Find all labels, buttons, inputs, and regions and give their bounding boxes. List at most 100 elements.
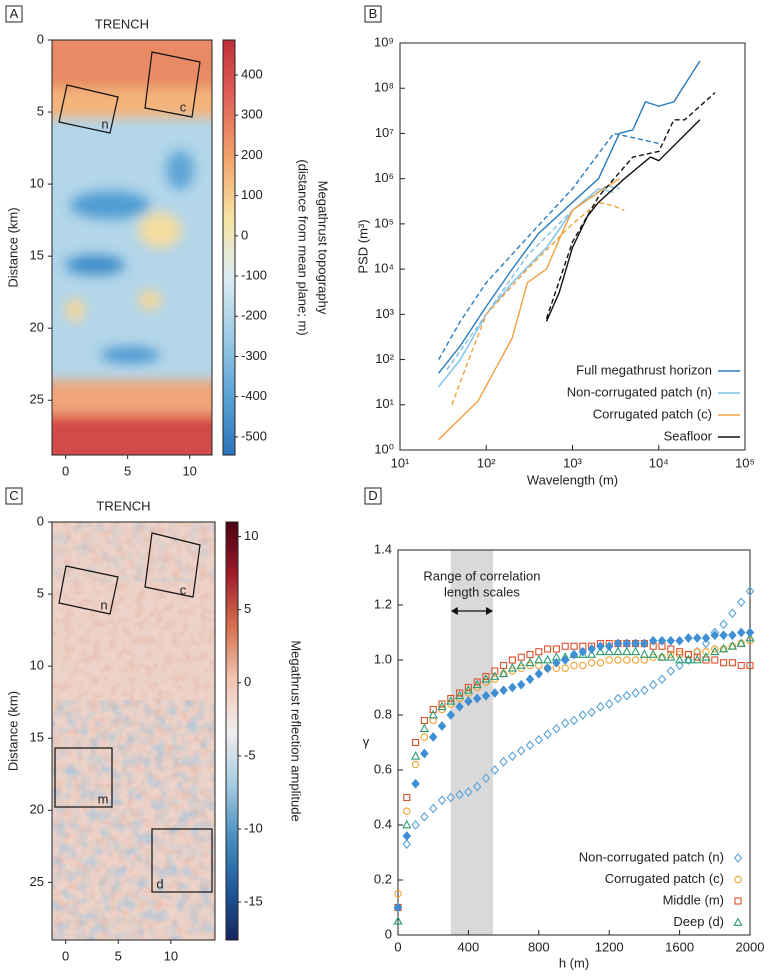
- data-point: [666, 666, 676, 676]
- data-point: [534, 654, 544, 664]
- y-tick-label: 10⁴: [374, 261, 394, 276]
- y-tick-label: 0.6: [374, 761, 392, 776]
- x-tick-label: 1600: [665, 939, 694, 954]
- y-tick-label: 10⁷: [375, 125, 394, 140]
- x-tick-label: 10⁴: [649, 455, 669, 470]
- data-point: [676, 648, 684, 656]
- panel-letter: B: [369, 6, 378, 21]
- data-point: [472, 679, 482, 689]
- colorbar-tick-label: -10: [244, 820, 263, 835]
- data-point: [728, 659, 736, 667]
- data-point: [613, 693, 623, 704]
- legend-label: Corrugated patch (c): [605, 871, 724, 886]
- data-point: [702, 647, 710, 656]
- data-point: [711, 645, 719, 653]
- data-point: [403, 793, 411, 802]
- data-point: [569, 649, 579, 660]
- data-point: [587, 707, 596, 718]
- colorbar-tick-label: -300: [241, 348, 267, 363]
- data-point: [614, 656, 622, 664]
- data-point: [456, 689, 464, 697]
- data-point: [517, 653, 525, 661]
- correlation-band: [450, 550, 494, 935]
- colorbar: [225, 521, 239, 941]
- data-point: [411, 778, 420, 789]
- data-point: [525, 657, 535, 667]
- y-axis-label: PSD (m³): [355, 219, 370, 273]
- data-point: [447, 694, 455, 703]
- data-point: [640, 685, 649, 696]
- data-point: [701, 638, 711, 649]
- y-tick-label: 1.2: [374, 596, 392, 611]
- y-tick-label: 0: [37, 513, 44, 528]
- data-point: [604, 699, 614, 709]
- data-point: [552, 645, 560, 653]
- data-point: [666, 635, 676, 646]
- data-point: [534, 734, 544, 745]
- panel-letter: A: [10, 6, 19, 21]
- data-point: [411, 760, 420, 769]
- data-point: [569, 715, 579, 726]
- data-point: [498, 668, 509, 678]
- x-tick-label: 5: [124, 463, 131, 478]
- data-point: [605, 656, 613, 664]
- data-point: [692, 633, 702, 643]
- data-point: [596, 641, 605, 652]
- map-frame: [51, 521, 216, 941]
- data-point: [525, 674, 535, 685]
- y-tick-label: 5: [37, 586, 44, 601]
- legend-label: Seafloor: [664, 428, 713, 443]
- x-tick-label: 10⁵: [735, 455, 755, 470]
- data-point: [543, 729, 552, 740]
- y-tick-label: 0.4: [374, 816, 392, 831]
- data-point: [446, 696, 456, 705]
- data-point: [403, 807, 411, 815]
- data-point: [428, 732, 438, 742]
- data-point: [622, 646, 632, 656]
- colorbar-tick-label: 0: [244, 674, 251, 689]
- data-point: [482, 672, 490, 681]
- data-point: [446, 710, 456, 720]
- y-tick-label: 15: [30, 248, 44, 263]
- data-point: [630, 646, 641, 656]
- colorbar-tick-label: -15: [244, 893, 263, 908]
- data-point: [710, 630, 720, 641]
- data-point: [578, 710, 588, 720]
- data-point: [667, 650, 675, 659]
- legend-label: Deep (d): [673, 914, 724, 929]
- y-tick-label: 10: [30, 176, 44, 191]
- x-tick-label: 5: [115, 948, 122, 963]
- data-point: [631, 688, 640, 698]
- data-point: [420, 811, 429, 822]
- data-point: [490, 688, 500, 698]
- data-point: [657, 674, 667, 685]
- data-point: [516, 660, 526, 669]
- x-tick-label: 400: [458, 939, 480, 954]
- x-tick-label: 10: [164, 948, 178, 963]
- data-point: [419, 723, 430, 733]
- y-tick-label: 10³: [375, 306, 394, 321]
- box-label: d: [156, 876, 163, 891]
- colorbar-tick-label: 100: [241, 187, 263, 202]
- y-tick-label: 15: [30, 730, 44, 745]
- data-point: [613, 646, 623, 656]
- data-point: [560, 655, 570, 665]
- psd-fit-line: [545, 92, 716, 319]
- data-point: [402, 819, 412, 829]
- data-point: [542, 654, 553, 664]
- data-point: [402, 831, 412, 841]
- psd-fit-line: [437, 132, 659, 360]
- data-point: [745, 627, 755, 638]
- data-point: [481, 690, 491, 701]
- psd-line: [438, 178, 620, 441]
- colorbar-label: Megathrust topography: [316, 181, 331, 315]
- data-point: [455, 789, 464, 800]
- box-label: n: [100, 597, 107, 612]
- data-point: [675, 660, 684, 671]
- data-point: [464, 696, 473, 707]
- data-point: [674, 654, 685, 664]
- data-point: [675, 635, 684, 646]
- data-point: [728, 608, 737, 619]
- data-point: [420, 748, 429, 759]
- data-point: [525, 740, 535, 751]
